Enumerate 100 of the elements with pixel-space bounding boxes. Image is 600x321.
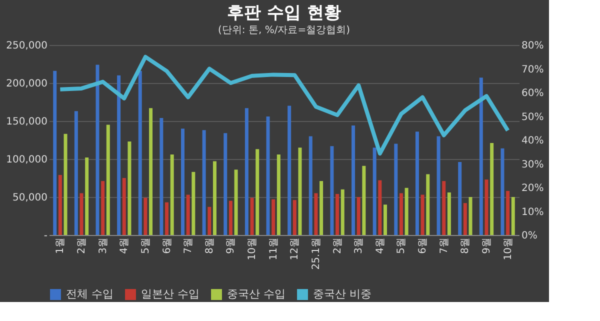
- x-tick-label: 10월: [502, 238, 514, 260]
- x-tick-label: 2월: [76, 238, 88, 254]
- legend-label: 일본산 수입: [141, 288, 200, 301]
- bar: [266, 116, 270, 235]
- bar: [463, 203, 467, 235]
- bar: [272, 199, 276, 235]
- x-tick-label: 10월: [247, 238, 258, 260]
- bar: [436, 136, 440, 235]
- bar: [58, 174, 62, 235]
- bar: [352, 126, 356, 235]
- bar: [330, 146, 334, 235]
- bar: [212, 161, 216, 235]
- bar: [458, 162, 462, 235]
- x-tick-label: 8월: [204, 238, 216, 254]
- bar: [53, 70, 57, 235]
- bar: [426, 174, 430, 235]
- bar: [160, 118, 164, 235]
- bar: [122, 178, 126, 235]
- bar: [224, 133, 228, 235]
- bar: [117, 75, 121, 235]
- bar: [144, 198, 148, 235]
- y2-tick-label: 80%: [522, 40, 544, 52]
- bar: [276, 154, 280, 235]
- bar: [256, 149, 260, 235]
- bar: [420, 194, 424, 235]
- y2-tick-label: 60%: [522, 88, 544, 99]
- bar: [181, 128, 185, 235]
- bar: [394, 144, 398, 235]
- x-tick-label: 12월: [290, 238, 301, 260]
- bar: [383, 204, 387, 235]
- x-tick-label: 4월: [374, 238, 386, 254]
- x-tick-label: 5월: [396, 238, 408, 254]
- line-series: [58, 54, 510, 156]
- x-tick-label: 7월: [438, 238, 450, 254]
- y2-tick-label: 10%: [522, 206, 544, 218]
- bar: [234, 170, 238, 235]
- bar: [362, 166, 366, 235]
- bar: [415, 132, 419, 235]
- bar: [340, 189, 344, 235]
- bar: [399, 193, 403, 235]
- bar: [85, 157, 89, 235]
- bar: [447, 192, 451, 235]
- bar: [170, 154, 174, 235]
- legend-label: 중국산 비중: [313, 288, 372, 301]
- bar: [356, 197, 360, 235]
- y-tick-label: 50,000: [12, 192, 48, 204]
- legend-label: 중국산 수입: [227, 288, 286, 301]
- bar: [80, 193, 84, 235]
- x-tick-label: 9월: [481, 238, 492, 254]
- bar: [490, 143, 494, 235]
- x-tick-label: 4월: [119, 238, 130, 254]
- bar: [378, 180, 382, 235]
- bar: [506, 190, 510, 235]
- bar: [106, 124, 110, 235]
- chart-subtitle: (단위: 톤, %/자료=철강협회): [218, 25, 350, 36]
- x-tick-label: 1월: [55, 238, 66, 254]
- y-tick-label: 150,000: [6, 116, 48, 128]
- bar: [165, 202, 169, 235]
- bar: [479, 78, 483, 235]
- bar: [149, 108, 153, 235]
- x-tick-label: 8월: [460, 238, 472, 254]
- bar: [96, 64, 100, 235]
- x-tick-label: 9월: [226, 238, 237, 254]
- bar: [128, 142, 132, 235]
- bar: [298, 148, 302, 235]
- bar: [336, 194, 340, 235]
- bar: [372, 148, 376, 235]
- y-tick-label: 250,000: [6, 40, 48, 52]
- chart-title: 후판 수입 현황: [227, 3, 341, 23]
- bar: [186, 194, 190, 235]
- bar: [292, 200, 296, 235]
- legend-label: 전체 수입: [66, 288, 114, 301]
- x-tick-label: 5월: [140, 238, 152, 254]
- bar: [320, 181, 324, 235]
- bar: [101, 181, 105, 235]
- bar: [208, 206, 212, 235]
- y2-tick-label: 70%: [522, 64, 544, 76]
- bar: [74, 111, 78, 235]
- y-tick-label: -: [44, 230, 48, 242]
- x-tick-label: 6월: [162, 238, 173, 254]
- y-tick-label: 100,000: [6, 154, 48, 166]
- y2-tick-label: 50%: [522, 112, 544, 123]
- bar: [511, 197, 515, 235]
- bar: [288, 106, 292, 235]
- x-tick-label: 3월: [354, 238, 365, 254]
- y2-tick-label: 30%: [522, 159, 544, 170]
- bar: [64, 134, 68, 235]
- bar: [314, 193, 318, 235]
- bar: [250, 198, 254, 235]
- x-tick-label: 7월: [183, 238, 194, 254]
- bar: [192, 172, 196, 235]
- bar: [484, 180, 488, 235]
- bar: [228, 200, 232, 235]
- y2-tick-label: 20%: [522, 183, 544, 194]
- bar: [468, 197, 472, 235]
- y2-tick-label: 0%: [522, 230, 538, 242]
- y2-tick-label: 40%: [522, 136, 544, 146]
- x-tick-label: 11월: [268, 238, 280, 260]
- x-tick-label: 6월: [418, 238, 429, 254]
- bar: [308, 136, 312, 235]
